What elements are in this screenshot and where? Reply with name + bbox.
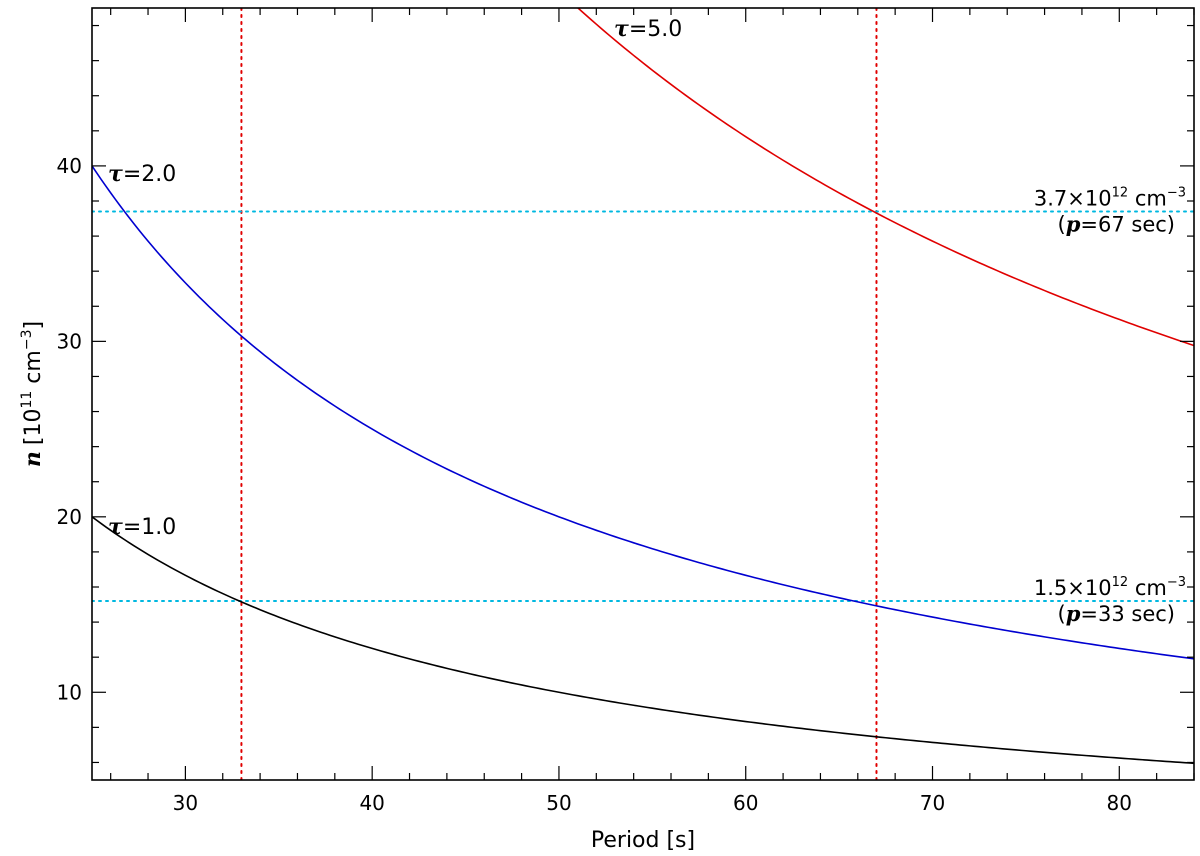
series-label-value: =1.0 [123,515,176,540]
density-exponent: 12 [1112,186,1129,201]
density-base: 1.5×10 [1034,576,1112,600]
y-axis-unit-mid: cm [21,350,46,391]
series-label-value: =2.0 [123,162,176,187]
axis-ticks [92,8,1195,780]
y-tick-label: 30 [57,329,82,353]
series-label: τ=5.0 [614,16,682,42]
series-line [92,516,1194,765]
period-symbol: p [1066,601,1081,626]
series-label-value: =5.0 [629,17,682,42]
series-line [92,165,1194,660]
density-annotations: 3.7×1012 cm−3(p=67 sec)1.5×1012 cm−3(p=3… [1034,186,1186,627]
period-label: (p=67 sec) [1058,212,1175,237]
vertical-reference-lines [240,8,878,780]
series-label-symbol: τ [614,16,629,42]
series-curves [92,8,1194,765]
axis-tick-labels: 30 40 50 60 70 80 10 20 30 40 [57,154,1132,815]
series-labels: τ=1.0τ=2.0τ=5.0 [108,16,682,540]
y-tick-label: 10 [57,680,82,704]
density-value-label: 1.5×1012 cm−3 [1034,575,1186,600]
density-unit: cm [1128,187,1167,211]
density-value-label: 3.7×1012 cm−3 [1034,186,1186,211]
x-tick-label: 80 [1107,791,1132,815]
y-axis-unit-prefix: [10 [21,409,46,446]
density-base: 3.7×10 [1034,187,1112,211]
period-value: =67 sec) [1080,213,1175,237]
y-axis-title: n [1011 cm−3] [19,321,46,467]
horizontal-reference-lines [92,210,1194,603]
series-label-symbol: τ [108,161,123,187]
y-axis-unit-exponent-2: −3 [19,330,35,351]
plot-frame [91,7,1195,781]
x-tick-label: 30 [173,791,198,815]
y-tick-label: 40 [57,154,82,178]
y-tick-label: 20 [57,505,82,529]
period-open-paren: ( [1058,213,1066,237]
series-label: τ=2.0 [108,161,176,187]
period-value: =33 sec) [1080,602,1175,626]
y-axis-unit-suffix: ] [21,321,46,330]
density-exponent: 12 [1112,575,1129,590]
x-tick-label: 70 [920,791,945,815]
density-unit-exponent: −3 [1167,575,1186,590]
density-unit-exponent: −3 [1167,186,1186,201]
series-line [577,8,1194,347]
x-tick-label: 50 [546,791,571,815]
series-label-symbol: τ [108,514,123,540]
y-axis-symbol: n [20,451,46,467]
x-axis-title: Period [s] [591,828,695,853]
period-label: (p=33 sec) [1058,601,1175,626]
y-axis-unit-exponent: 11 [19,391,35,409]
x-tick-label: 40 [359,791,384,815]
period-open-paren: ( [1058,602,1066,626]
density-unit: cm [1128,576,1167,600]
x-tick-label: 60 [733,791,758,815]
series-label: τ=1.0 [108,514,176,540]
period-symbol: p [1066,212,1081,237]
